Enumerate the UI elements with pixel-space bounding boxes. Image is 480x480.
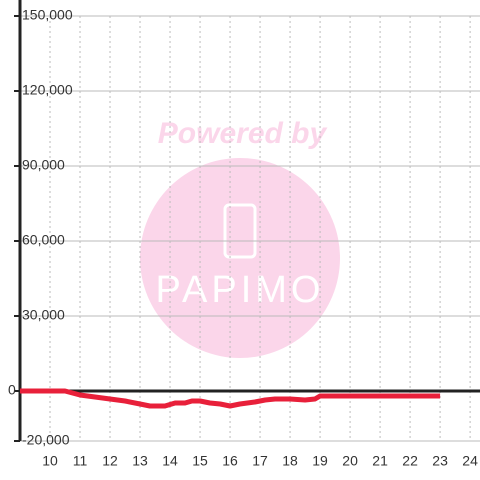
x-tick-label: 11 [73,453,88,469]
watermark-phone [223,203,257,259]
watermark-logo: PAPIMO [156,269,325,311]
x-tick-label: 23 [432,453,448,469]
x-tick-label: 17 [252,453,268,469]
x-tick-label: 19 [312,453,328,469]
x-tick-label: 24 [462,453,478,469]
y-tick-label: 120,000 [22,82,73,98]
y-tick-label: -20,000 [22,432,70,448]
x-tick-label: 13 [132,453,148,469]
x-tick-label: 12 [102,453,118,469]
y-tick-label: 30,000 [22,307,65,323]
x-tick-label: 10 [42,453,58,469]
x-tick-label: 22 [402,453,418,469]
x-tick-label: 21 [372,453,388,469]
x-tick-label: 18 [282,453,298,469]
x-tick-label: 15 [192,453,208,469]
x-tick-label: 14 [162,453,178,469]
data-line [20,388,441,409]
watermark: Powered by PAPIMO [140,117,340,358]
x-tick-label: 16 [222,453,238,469]
y-tick-label: 0 [8,382,16,398]
y-tick-label: 150,000 [22,7,73,23]
y-tick-label: 90,000 [22,157,65,173]
x-tick-label: 20 [342,453,358,469]
y-tick-label: 60,000 [22,232,65,248]
watermark-text: Powered by [158,117,328,150]
